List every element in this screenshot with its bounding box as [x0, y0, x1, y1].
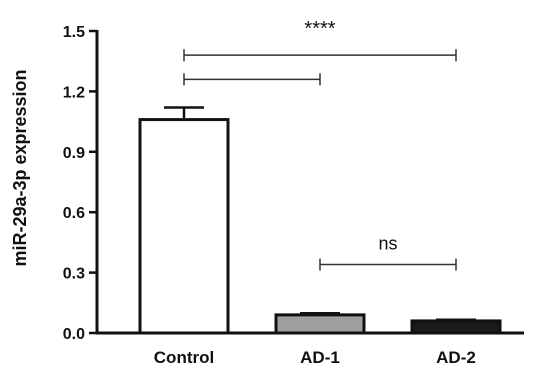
x-tick-label: AD-2: [436, 348, 476, 367]
y-tick-label: 0.0: [63, 326, 85, 343]
y-axis-title: miR-29a-3p expression: [10, 69, 30, 266]
y-tick-label: 1.2: [63, 84, 85, 101]
error-bars: [164, 106, 476, 321]
x-tick-labels: Control AD-1 AD-2: [154, 348, 476, 367]
x-tick-label: Control: [154, 348, 214, 367]
y-tick-label: 1.5: [63, 24, 85, 41]
significance-label: ns: [378, 234, 397, 254]
x-tick-label: AD-1: [300, 348, 340, 367]
y-tick-label: 0.6: [63, 205, 85, 222]
bar-control: [138, 118, 230, 335]
y-tick-label: 0.3: [63, 266, 85, 283]
significance-label: ****: [304, 18, 335, 40]
significance-annotations: **** ns: [183, 18, 457, 271]
y-tick-label: 0.9: [63, 145, 85, 162]
bar-ad-2: [410, 319, 502, 335]
bar-ad-1: [274, 313, 366, 335]
bars: [138, 118, 502, 335]
y-ticks: 0.0 0.3 0.6 0.9 1.2 1.5: [63, 24, 97, 343]
